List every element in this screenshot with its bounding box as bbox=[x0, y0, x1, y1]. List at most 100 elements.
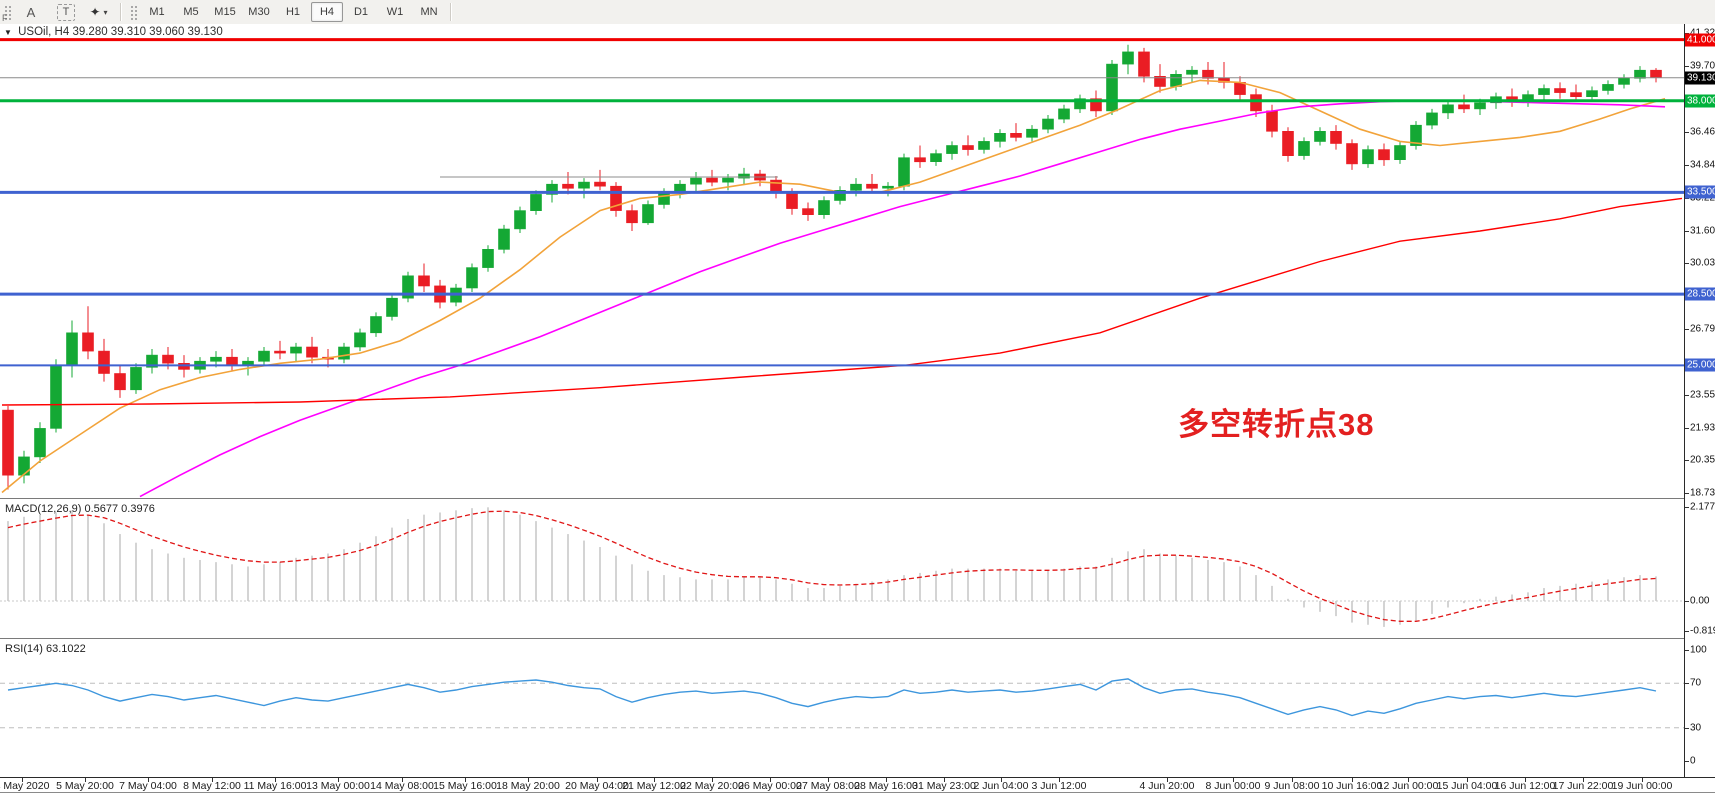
time-tick-label: 11 May 16:00 bbox=[243, 780, 307, 792]
time-tick-label: 12 Jun 00:00 bbox=[1377, 780, 1439, 792]
price-tag-33.500: 33.500 bbox=[1685, 185, 1715, 199]
cycle-tool-button[interactable]: ✦ ▾ bbox=[83, 2, 115, 22]
macd-panel[interactable] bbox=[0, 501, 1684, 638]
axis-tick bbox=[1685, 164, 1689, 166]
tf-button-h4[interactable]: H4 bbox=[311, 2, 343, 22]
price-axis-border bbox=[1684, 24, 1685, 777]
time-tick bbox=[212, 778, 213, 782]
time-tick bbox=[597, 778, 598, 782]
axis-tick bbox=[1685, 427, 1689, 429]
time-tick bbox=[828, 778, 829, 782]
time-tick-label: 7 May 04:00 bbox=[119, 780, 177, 792]
time-tick-label: 21 May 12:00 bbox=[622, 780, 686, 792]
time-tick-label: 10 Jun 16:00 bbox=[1321, 780, 1383, 792]
rsi-canvas bbox=[0, 678, 1684, 729]
time-tick bbox=[1525, 778, 1526, 782]
time-tick-label: 14 May 08:00 bbox=[370, 780, 434, 792]
axis-tick bbox=[1685, 131, 1689, 133]
tf-button-m5[interactable]: M5 bbox=[183, 6, 199, 18]
time-tick-label: 3 Jun 12:00 bbox=[1031, 780, 1087, 792]
time-axis[interactable]: 4 May 2020 5 May 20:00 7 May 04:00 8 May 12… bbox=[0, 777, 1715, 793]
timeframe-grip-icon[interactable] bbox=[129, 4, 137, 20]
main-chart-panel[interactable] bbox=[0, 24, 1684, 498]
time-tick bbox=[85, 778, 86, 782]
main-chart-canvas bbox=[0, 38, 1684, 498]
time-tick-label: 16 Jun 12:00 bbox=[1494, 780, 1556, 792]
tf-button-d1[interactable]: D1 bbox=[353, 6, 369, 18]
time-tick bbox=[770, 778, 771, 782]
time-tick bbox=[465, 778, 466, 782]
price-axis[interactable]: 41.32539.70536.46534.84533.22531.60530.0… bbox=[1685, 24, 1715, 777]
axis-tick bbox=[1685, 66, 1689, 68]
price-tick-label: 31.605 bbox=[1690, 225, 1715, 237]
price-tick-label: 21.930 bbox=[1690, 422, 1715, 434]
price-tick-label: 18.735 bbox=[1690, 487, 1715, 499]
time-tick bbox=[1408, 778, 1409, 782]
time-tick bbox=[886, 778, 887, 782]
ma-slow-line bbox=[1, 197, 1683, 406]
time-tick-label: 17 Jun 22:00 bbox=[1552, 780, 1614, 792]
axis-tick bbox=[1685, 230, 1689, 232]
time-tick bbox=[1233, 778, 1234, 782]
time-tick-label: 26 May 00:00 bbox=[738, 780, 802, 792]
toolbar-grip-icon[interactable] bbox=[3, 4, 11, 20]
time-tick-label: 8 Jun 00:00 bbox=[1205, 780, 1261, 792]
price-tick-label: 23.550 bbox=[1690, 389, 1715, 401]
axis-tick bbox=[1685, 650, 1689, 651]
axis-tick bbox=[1685, 459, 1689, 461]
toolbar-separator-2 bbox=[450, 3, 452, 21]
time-tick bbox=[1467, 778, 1468, 782]
time-tick-label: 2 Jun 04:00 bbox=[973, 780, 1029, 792]
time-tick-label: 31 May 23:00 bbox=[912, 780, 976, 792]
tf-button-m1[interactable]: M1 bbox=[149, 6, 165, 18]
tf-button-mn[interactable]: MN bbox=[420, 6, 438, 18]
time-tick bbox=[1167, 778, 1168, 782]
price-tick-label: 39.705 bbox=[1690, 60, 1715, 72]
cycle-icon: ✦ bbox=[89, 5, 102, 19]
rsi-line bbox=[7, 678, 1657, 717]
time-tick bbox=[338, 778, 339, 782]
price-tag-25.000: 25.000 bbox=[1685, 358, 1715, 372]
price-tick-label: 30.030 bbox=[1690, 257, 1715, 269]
time-tick bbox=[22, 778, 23, 782]
tf-button-m15[interactable]: M15 bbox=[214, 6, 236, 18]
price-tick-label: 30 bbox=[1690, 722, 1702, 734]
tf-button-w1[interactable]: W1 bbox=[386, 6, 404, 18]
time-tick bbox=[1642, 778, 1643, 782]
time-tick-label: 4 Jun 20:00 bbox=[1139, 780, 1195, 792]
ohlc-readout: USOil, H4 39.280 39.310 39.060 39.130 bbox=[18, 26, 223, 38]
rsi-panel[interactable] bbox=[0, 641, 1684, 777]
time-tick-label: 19 Jun 00:00 bbox=[1611, 780, 1673, 792]
rsi-indicator-label: RSI(14) 63.1022 bbox=[5, 643, 86, 655]
time-tick bbox=[528, 778, 529, 782]
axis-tick bbox=[1685, 683, 1689, 685]
time-tick bbox=[402, 778, 403, 782]
candles-layer bbox=[2, 44, 1662, 490]
time-tick-label: 5 May 20:00 bbox=[56, 780, 114, 792]
tf-button-m30[interactable]: M30 bbox=[248, 6, 270, 18]
time-tick-label: 15 Jun 04:00 bbox=[1436, 780, 1498, 792]
price-tick-label: -0.8190 bbox=[1690, 625, 1715, 637]
annotation-text[interactable]: 多空转折点38 bbox=[1178, 407, 1375, 442]
toolbar-separator bbox=[120, 3, 122, 21]
time-tick-label: 13 May 00:00 bbox=[306, 780, 370, 792]
chevron-down-icon[interactable]: ▾ bbox=[103, 7, 108, 17]
macd-canvas bbox=[0, 507, 1684, 627]
axis-tick bbox=[1685, 262, 1689, 264]
text-tool-button[interactable]: A bbox=[26, 4, 36, 20]
chart-title: ▼ USOil, H4 39.280 39.310 39.060 39.130 bbox=[4, 26, 223, 38]
time-tick bbox=[1352, 778, 1353, 782]
price-tick-label: 34.845 bbox=[1690, 159, 1715, 171]
price-tick-label: 0 bbox=[1690, 755, 1696, 767]
macd-indicator-label: MACD(12,26,9) 0.5677 0.3976 bbox=[5, 503, 155, 515]
time-tick-label: 22 May 20:00 bbox=[680, 780, 744, 792]
timeframe-toolbar: M1 M5 M15 M30 H1 H4 D1 W1 MN bbox=[140, 2, 446, 22]
tf-button-h1[interactable]: H1 bbox=[285, 6, 301, 18]
symbol-dropdown-icon[interactable]: ▼ bbox=[4, 28, 12, 37]
time-tick-label: 8 May 12:00 bbox=[183, 780, 241, 792]
time-tick-label: 28 May 16:00 bbox=[854, 780, 918, 792]
time-tick bbox=[275, 778, 276, 782]
time-tick bbox=[1001, 778, 1002, 782]
text-label-tool-button[interactable]: T bbox=[57, 3, 75, 21]
time-tick-label: 18 May 20:00 bbox=[496, 780, 560, 792]
